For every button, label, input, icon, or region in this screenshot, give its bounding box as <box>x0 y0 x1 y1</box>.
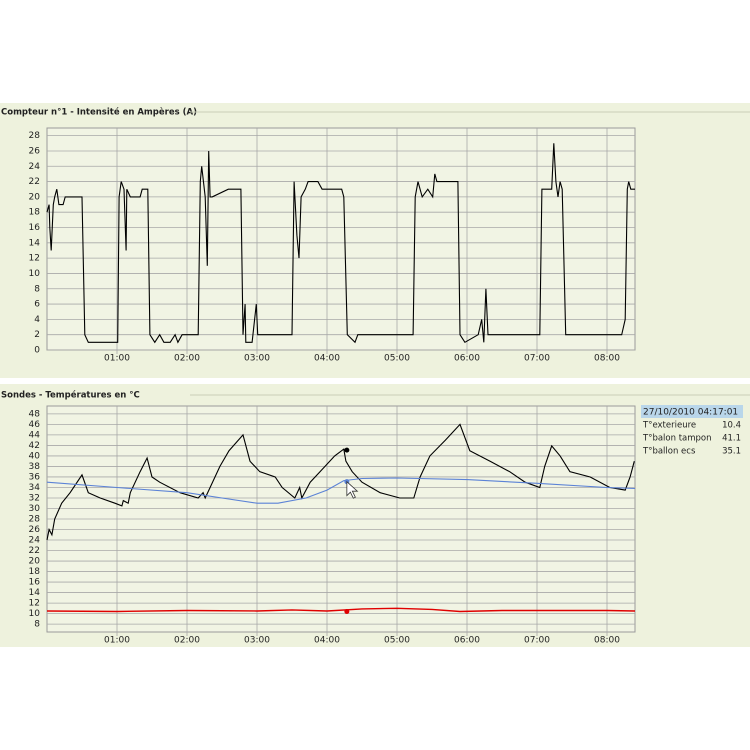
x-tick-label: 02:00 <box>174 636 200 646</box>
y-tick-label: 10 <box>29 269 41 279</box>
y-tick-label: 10 <box>29 609 41 619</box>
series-line <box>46 607 636 613</box>
hover-dot <box>344 447 350 453</box>
y-tick-label: 2 <box>34 330 40 340</box>
x-tick-label: 04:00 <box>314 354 340 364</box>
x-tick-label: 01:00 <box>104 636 130 646</box>
chart-title: Compteur n°1 - Intensité en Ampères (A) <box>1 107 197 118</box>
legend-value: 41.1 <box>722 434 741 444</box>
legend-label: T°exterieure <box>642 421 696 431</box>
hover-dot <box>344 609 350 615</box>
series-line <box>46 143 635 344</box>
x-tick-label: 07:00 <box>524 636 550 646</box>
y-tick-label: 44 <box>29 430 41 440</box>
x-tick-label: 03:00 <box>244 354 270 364</box>
y-tick-label: 40 <box>29 451 41 461</box>
y-tick-label: 12 <box>29 599 40 609</box>
x-tick-label: 08:00 <box>594 636 620 646</box>
legend-label: T°ballon ecs <box>642 447 696 457</box>
y-tick-label: 22 <box>29 546 40 556</box>
x-tick-label: 06:00 <box>454 636 480 646</box>
cursor <box>346 480 359 499</box>
y-tick-label: 46 <box>29 420 41 430</box>
y-tick-label: 16 <box>29 223 41 233</box>
y-tick-label: 24 <box>29 162 41 172</box>
x-tick-label: 02:00 <box>174 354 200 364</box>
x-tick-label: 01:00 <box>104 354 130 364</box>
y-tick-label: 36 <box>29 472 41 482</box>
x-tick-label: 06:00 <box>454 354 480 364</box>
y-tick-label: 42 <box>29 441 40 451</box>
y-tick-label: 26 <box>29 525 41 535</box>
y-tick-label: 8 <box>34 284 40 294</box>
y-tick-label: 28 <box>29 515 41 525</box>
x-tick-label: 05:00 <box>384 636 410 646</box>
legend-label: T°balon tampon <box>642 434 712 444</box>
y-tick-label: 24 <box>29 536 41 546</box>
y-tick-label: 28 <box>29 131 41 141</box>
series-line <box>46 477 636 504</box>
y-tick-label: 20 <box>29 192 41 202</box>
y-tick-label: 18 <box>29 567 41 577</box>
y-tick-label: 8 <box>34 620 40 630</box>
y-tick-label: 26 <box>29 146 41 156</box>
y-tick-label: 16 <box>29 578 41 588</box>
x-tick-label: 05:00 <box>384 354 410 364</box>
y-tick-label: 48 <box>29 409 41 419</box>
y-tick-label: 20 <box>29 557 41 567</box>
y-tick-label: 4 <box>34 315 40 325</box>
chart-title: Sondes - Températures en °C <box>1 390 140 401</box>
y-tick-label: 12 <box>29 254 40 264</box>
tooltip-title: 27/10/2010 04:17:01 <box>643 408 738 418</box>
y-tick-label: 0 <box>34 346 40 356</box>
legend-value: 35.1 <box>722 447 741 457</box>
x-tick-label: 07:00 <box>524 354 550 364</box>
x-tick-label: 04:00 <box>314 636 340 646</box>
y-tick-label: 32 <box>29 493 40 503</box>
x-tick-label: 03:00 <box>244 636 270 646</box>
plot-area <box>46 127 636 351</box>
y-tick-label: 38 <box>29 462 41 472</box>
tooltip-header-bg <box>641 405 743 418</box>
legend-value: 10.4 <box>722 421 741 431</box>
y-tick-label: 22 <box>29 177 40 187</box>
y-tick-label: 14 <box>29 588 41 598</box>
y-tick-label: 34 <box>29 483 41 493</box>
y-tick-label: 18 <box>29 208 41 218</box>
y-tick-label: 6 <box>34 300 40 310</box>
x-tick-label: 08:00 <box>594 354 620 364</box>
y-tick-label: 30 <box>29 504 41 514</box>
y-tick-label: 14 <box>29 238 41 248</box>
